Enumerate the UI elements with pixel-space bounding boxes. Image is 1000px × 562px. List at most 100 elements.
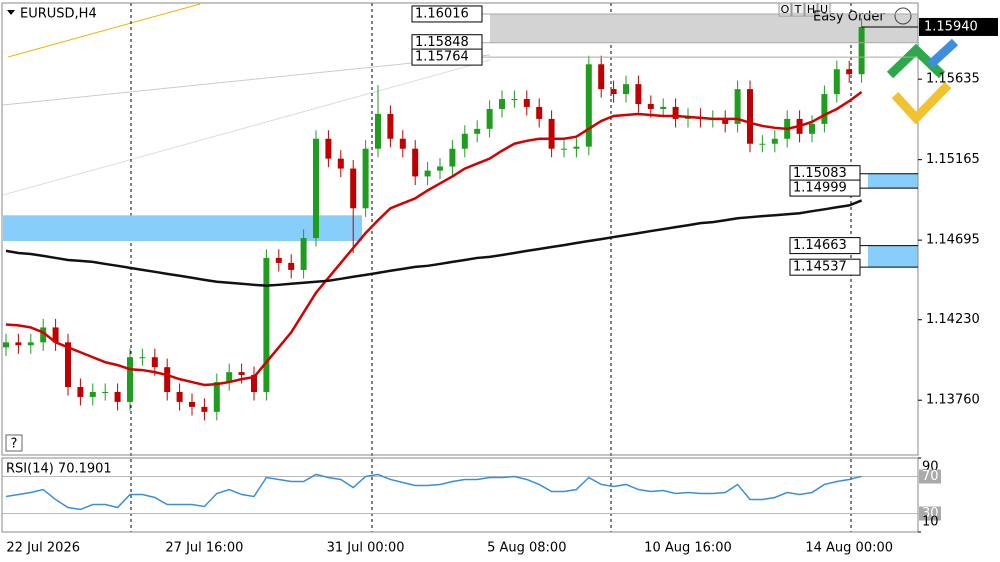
button[interactable]: [804, 2, 818, 17]
x-tick-label: 5 Aug 08:00: [487, 541, 566, 556]
candle-body: [833, 69, 840, 95]
button[interactable]: [817, 2, 831, 17]
current-price-label: 1.15940: [924, 19, 978, 34]
candle-body: [52, 327, 59, 343]
candle-body: [399, 138, 406, 149]
level-label: 1.15764: [415, 50, 469, 65]
candle-body: [585, 64, 592, 147]
level-label-box: [789, 258, 861, 276]
button-label[interactable]: T: [794, 3, 802, 16]
y-tick-label: 30: [922, 506, 939, 521]
level-label: 1.15848: [415, 35, 469, 50]
candle-body: [846, 69, 853, 75]
level-label-box: [789, 179, 861, 197]
menu-triangle[interactable]: [7, 10, 15, 15]
y-tick-box: [919, 506, 941, 521]
candle-body: [89, 391, 96, 397]
candle-body: [561, 148, 567, 150]
button-label[interactable]: U: [820, 3, 828, 16]
easy-order-label[interactable]: Easy Order: [813, 10, 885, 25]
level-band: [868, 173, 918, 189]
candle-body: [213, 382, 220, 412]
candle-body: [461, 133, 468, 149]
y-tick-label: 70: [922, 469, 939, 484]
candle-body: [449, 148, 456, 167]
candle-body: [734, 89, 741, 124]
candle-body: [672, 106, 679, 119]
main-panel-border: [1, 2, 919, 456]
logo-chevron: [891, 81, 952, 125]
candle-body: [151, 357, 158, 368]
y-tick-label: 1.15635: [926, 72, 980, 87]
candle-body: [226, 372, 233, 383]
candle-body: [15, 342, 22, 346]
candle-body: [647, 104, 654, 109]
candle-body: [350, 168, 357, 209]
level-label-box: [411, 5, 483, 23]
candle-body: [114, 391, 121, 402]
candle-body: [27, 342, 34, 346]
level-band: [868, 245, 918, 268]
candle-body: [375, 113, 381, 149]
x-tick-label: 14 Aug 00:00: [805, 541, 893, 556]
zone: [3, 215, 362, 241]
candle-body: [548, 118, 555, 149]
button[interactable]: [791, 2, 805, 17]
candle-body: [139, 357, 146, 359]
candle-body: [176, 391, 183, 402]
help-button[interactable]: [5, 434, 23, 452]
candle-body: [288, 262, 295, 270]
candle-body: [759, 143, 766, 145]
y-tick-label: 1.14695: [926, 233, 980, 248]
candle-body: [821, 94, 828, 124]
candle-body: [300, 238, 307, 270]
candle-body: [424, 170, 431, 177]
level-label: 1.14663: [793, 238, 847, 253]
candle-body: [251, 375, 257, 392]
candle-body: [573, 146, 580, 149]
candle-body: [598, 64, 605, 90]
chart-title: EURUSD,H4: [20, 7, 97, 22]
candle-body: [3, 342, 9, 348]
candle-body: [164, 367, 171, 392]
candle-body: [102, 391, 109, 393]
candle-body: [623, 84, 629, 95]
help-label[interactable]: ?: [11, 437, 18, 452]
y-tick-label: 1.15165: [926, 152, 980, 167]
y-tick-box: [919, 469, 941, 484]
rsi-title: RSI(14) 70.1901: [6, 462, 112, 477]
candle-body: [486, 108, 493, 129]
logo: [886, 38, 959, 125]
y-tick-label: 1.13760: [926, 393, 980, 408]
y-tick-label: 1.14230: [926, 312, 980, 327]
smiley-icon[interactable]: [894, 7, 912, 25]
candle-body: [610, 89, 617, 95]
candle-body: [201, 406, 208, 412]
candle-body: [313, 138, 319, 239]
candle-body: [858, 26, 865, 75]
level-label: 1.15083: [793, 166, 847, 181]
button-row: O T H U: [778, 2, 831, 17]
trend-line: [2, 59, 491, 196]
candle-body: [511, 99, 518, 101]
button[interactable]: [778, 2, 792, 17]
button-label[interactable]: O: [781, 3, 790, 16]
candle-body: [660, 106, 667, 109]
candle-body: [325, 138, 332, 159]
level-label: 1.14999: [793, 181, 847, 196]
candle-body: [437, 166, 443, 171]
candle-body: [771, 138, 778, 144]
level-label-box: [789, 237, 861, 255]
level-label: 1.14537: [793, 260, 847, 275]
button-label[interactable]: H: [807, 3, 815, 16]
candle-body: [275, 257, 282, 263]
candle-body: [238, 372, 245, 376]
candle-body: [747, 89, 753, 144]
x-tick-label: 27 Jul 16:00: [165, 541, 243, 556]
trend-line: [7, 3, 201, 58]
candle-body: [635, 84, 642, 105]
level-label: 1.16016: [415, 6, 469, 21]
